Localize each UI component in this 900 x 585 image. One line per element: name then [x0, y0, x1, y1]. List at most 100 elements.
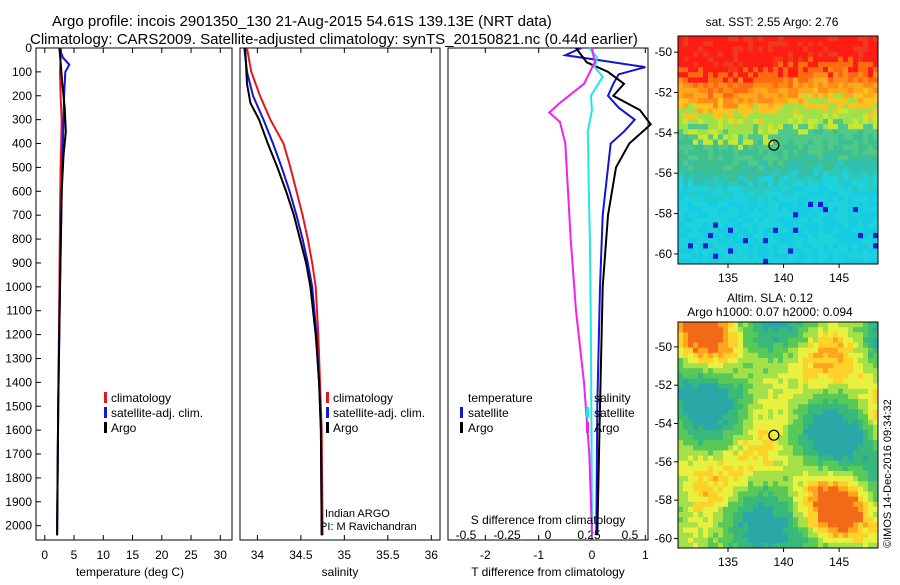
map-cell: [778, 36, 784, 42]
map-cell: [848, 419, 854, 426]
map-cell: [713, 481, 719, 487]
map-cell: [848, 118, 854, 125]
map-cell: [683, 435, 689, 441]
map-cell: [688, 41, 694, 47]
map-cell: [798, 113, 804, 120]
map-cell: [678, 129, 684, 135]
map-cell: [798, 455, 804, 462]
map-cell: [843, 41, 849, 47]
map-cell: [868, 506, 874, 513]
map-cell: [708, 450, 714, 456]
map-cell: [678, 481, 684, 487]
map-cell: [838, 67, 844, 73]
map-cell: [773, 170, 779, 177]
map-cell: [868, 496, 874, 503]
map-cell: [873, 537, 879, 544]
map-cell: [848, 258, 854, 265]
map-cell: [743, 160, 749, 166]
map-cell: [713, 82, 719, 89]
map-cell: [768, 93, 774, 99]
map-cell: [698, 98, 704, 104]
map-cell: [758, 388, 764, 395]
map-cell: [873, 67, 879, 73]
map-cell: [778, 67, 784, 73]
map-cell: [703, 139, 709, 146]
map-cell: [853, 227, 859, 234]
map-cell: [848, 363, 854, 369]
map-cell: [733, 212, 739, 218]
map-cell: [868, 445, 874, 451]
map-cell: [768, 201, 774, 208]
map-cell: [853, 373, 859, 379]
map-cell: [683, 357, 689, 364]
map-cell: [868, 522, 874, 528]
map-cell: [758, 144, 764, 151]
map-cell: [863, 118, 869, 125]
map-cell: [843, 357, 849, 364]
map-cell: [758, 393, 764, 400]
map-cell: [748, 165, 754, 172]
map-cell: [853, 332, 859, 338]
map-cell: [783, 113, 789, 120]
map-cell: [838, 129, 844, 135]
map-cell: [683, 139, 689, 146]
map-cell: [778, 465, 784, 472]
map-cell: [818, 327, 824, 333]
map-cell: [708, 108, 714, 115]
map-cell: [703, 124, 709, 130]
map-cell: [728, 46, 734, 52]
map-cell: [823, 440, 829, 446]
s-tick-label: 0.25: [577, 528, 601, 542]
map-cell: [743, 61, 749, 68]
map-cell: [718, 476, 724, 482]
map-cell: [858, 455, 864, 462]
map-cell: [848, 414, 854, 420]
map-cell: [813, 103, 819, 109]
map-cell: [858, 118, 864, 125]
map-cell: [728, 134, 734, 141]
map-cell: [718, 409, 724, 415]
map-cell: [823, 429, 829, 436]
map-cell: [833, 175, 839, 182]
map-cell: [748, 357, 754, 364]
map-cell: [728, 170, 734, 177]
map-cell: [733, 470, 739, 477]
map-cell: [783, 155, 789, 161]
map-cell: [793, 253, 799, 260]
map-cell: [843, 363, 849, 369]
map-cell: [733, 217, 739, 223]
map-cell: [863, 440, 869, 446]
map-cell: [698, 435, 704, 441]
map-cell: [858, 429, 864, 436]
map-cell: [778, 373, 784, 379]
map-cell: [788, 378, 794, 385]
map-cell: [833, 258, 839, 265]
map-cell: [853, 322, 859, 328]
map-cell: [798, 129, 804, 135]
map-cell: [713, 46, 719, 52]
map-cell: [738, 227, 744, 234]
map-cell: [733, 368, 739, 374]
map-cell: [873, 399, 879, 405]
map-cell: [693, 46, 699, 52]
map-cell: [778, 352, 784, 359]
map-cell: [768, 108, 774, 115]
map-cell: [753, 517, 759, 523]
map-cell: [753, 56, 759, 63]
map-cell: [728, 537, 734, 544]
map-cell: [788, 542, 794, 549]
map-cell: [873, 165, 879, 172]
map-cell: [763, 243, 769, 249]
map-cell: [773, 87, 779, 94]
map-cell: [843, 393, 849, 400]
map-cell: [858, 253, 864, 260]
map-cell: [838, 517, 844, 523]
map-cell: [793, 455, 799, 462]
map-cell: [723, 217, 729, 223]
map-cell: [868, 56, 874, 63]
map-cell: [778, 393, 784, 400]
map-cell: [778, 435, 784, 441]
map-cell: [828, 542, 834, 549]
map-cell: [723, 253, 729, 260]
map-cell: [718, 118, 724, 125]
